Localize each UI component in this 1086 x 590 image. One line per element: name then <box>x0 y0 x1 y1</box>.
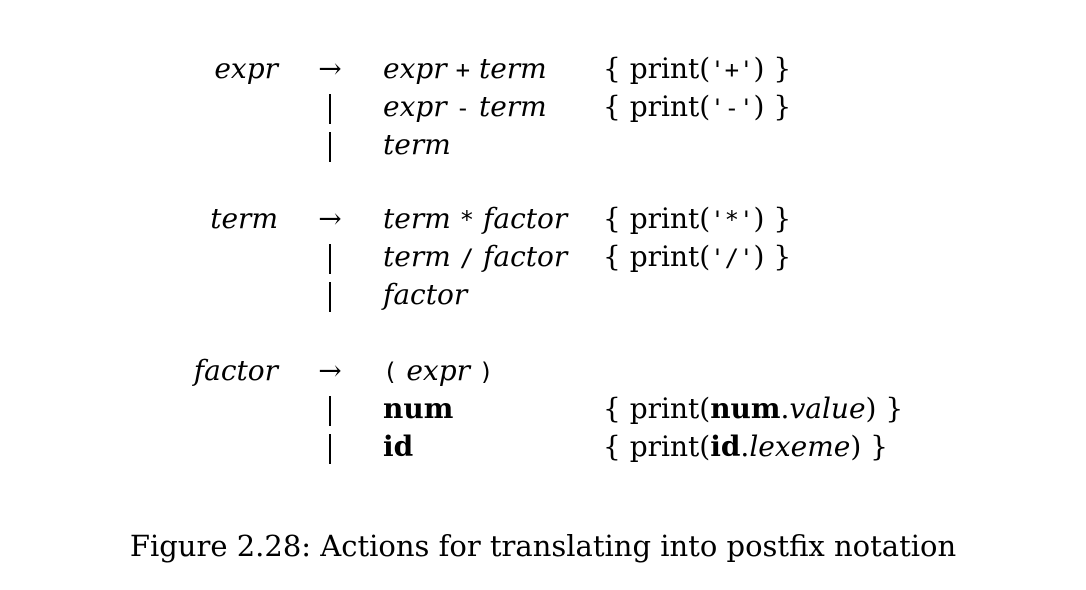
production-body: expr + term <box>383 50 547 89</box>
text-part <box>470 90 479 123</box>
text-part <box>474 240 483 273</box>
alternative-bar <box>312 238 348 276</box>
text-part: ) <box>478 358 494 386</box>
nonterminal-head: factor <box>193 354 278 387</box>
arrow-symbol: → <box>318 202 342 235</box>
text-part: '*' <box>710 206 754 234</box>
semantic-action: { print('-') } <box>603 88 791 127</box>
text-part: value <box>789 392 866 425</box>
arrow-symbol: → <box>318 52 342 85</box>
production-row: id{ print(id.lexeme) } <box>0 428 1086 466</box>
alternative-bar <box>312 88 348 126</box>
text-part: '+' <box>710 56 754 84</box>
text-part: ) } <box>753 52 792 85</box>
nonterminal-head: expr <box>214 52 278 85</box>
text-part: expr <box>406 354 471 387</box>
text-part: num <box>383 392 454 425</box>
text-part: { print( <box>603 392 711 425</box>
text-part: * <box>459 206 475 234</box>
production-body: factor <box>383 276 467 314</box>
text-part: expr <box>383 52 447 85</box>
text-part: ( <box>383 358 398 386</box>
semantic-action: { print('+') } <box>603 50 791 89</box>
production-body: ( expr ) <box>383 352 493 391</box>
vertical-bar-icon <box>329 433 331 464</box>
production-row: factor → ( expr ) <box>0 352 1086 390</box>
grammar-figure: expr → expr + term{ print('+') } expr - ter… <box>0 50 1086 466</box>
text-part: { print( <box>603 240 711 273</box>
semantic-action: { print('*') } <box>603 200 791 239</box>
vertical-bar-icon <box>329 395 331 426</box>
text-part <box>447 90 456 123</box>
production-row: expr → expr + term { print('+') } <box>0 50 1086 88</box>
text-part: term <box>383 128 451 161</box>
production-body: term <box>383 126 451 164</box>
production-row: term / factor { print('/') } <box>0 238 1086 276</box>
text-part: { print( <box>603 52 711 85</box>
text-part: num <box>710 392 781 425</box>
production-row: num{ print(num.value) } <box>0 390 1086 428</box>
text-part: '-' <box>710 94 754 122</box>
figure-caption: Figure 2.28: Actions for translating int… <box>129 529 957 563</box>
semantic-action: { print('/') } <box>603 238 791 277</box>
text-part <box>451 202 460 235</box>
text-part <box>470 354 479 387</box>
text-part: / <box>459 244 475 272</box>
text-part: term <box>478 52 547 85</box>
text-part: ) } <box>865 392 904 425</box>
alternative-bar <box>312 428 348 466</box>
production-body: id <box>383 428 413 466</box>
text-part: - <box>455 94 471 122</box>
text-part: { print( <box>603 202 711 235</box>
semantic-action: { print(id.lexeme) } <box>603 428 888 466</box>
text-part <box>470 52 479 85</box>
text-part: . <box>740 430 750 463</box>
text-part: term <box>383 240 451 273</box>
text-part: + <box>455 56 471 84</box>
text-part: term <box>383 202 451 235</box>
text-part: factor <box>383 278 468 311</box>
vertical-bar-icon <box>329 93 331 124</box>
production-row: expr - term { print('-') } <box>0 88 1086 126</box>
alternative-bar <box>312 126 348 164</box>
text-part: ) } <box>753 202 792 235</box>
production-body: expr - term <box>383 88 547 127</box>
production-body: term * factor <box>383 200 567 239</box>
text-part: term <box>478 90 547 123</box>
text-part: id <box>383 430 414 463</box>
text-part: ) } <box>850 430 888 463</box>
text-part: ) } <box>753 240 792 273</box>
text-part: ) } <box>753 90 792 123</box>
vertical-bar-icon <box>329 131 331 162</box>
production-row: factor <box>0 276 1086 314</box>
text-part <box>474 202 483 235</box>
arrow-symbol: → <box>318 354 342 387</box>
alternative-bar <box>312 276 348 314</box>
vertical-bar-icon <box>329 281 331 312</box>
text-part <box>451 240 460 273</box>
vertical-bar-icon <box>329 243 331 274</box>
text-part: expr <box>383 90 447 123</box>
semantic-action: { print(num.value) } <box>603 390 903 428</box>
text-part: id <box>710 430 741 463</box>
text-part: { print( <box>603 430 711 463</box>
production-body: term / factor <box>383 238 567 277</box>
text-part: '/' <box>710 244 754 272</box>
production-row: term → term * factor { print('*') } <box>0 200 1086 238</box>
alternative-bar <box>312 390 348 428</box>
text-part: lexeme <box>749 430 851 463</box>
nonterminal-head: term <box>210 202 278 235</box>
text-part: factor <box>483 202 568 235</box>
production-row: term <box>0 126 1086 164</box>
text-part <box>447 52 456 85</box>
text-part: { print( <box>603 90 711 123</box>
text-part: factor <box>483 240 568 273</box>
text-part: . <box>780 392 790 425</box>
production-body: num <box>383 390 453 428</box>
